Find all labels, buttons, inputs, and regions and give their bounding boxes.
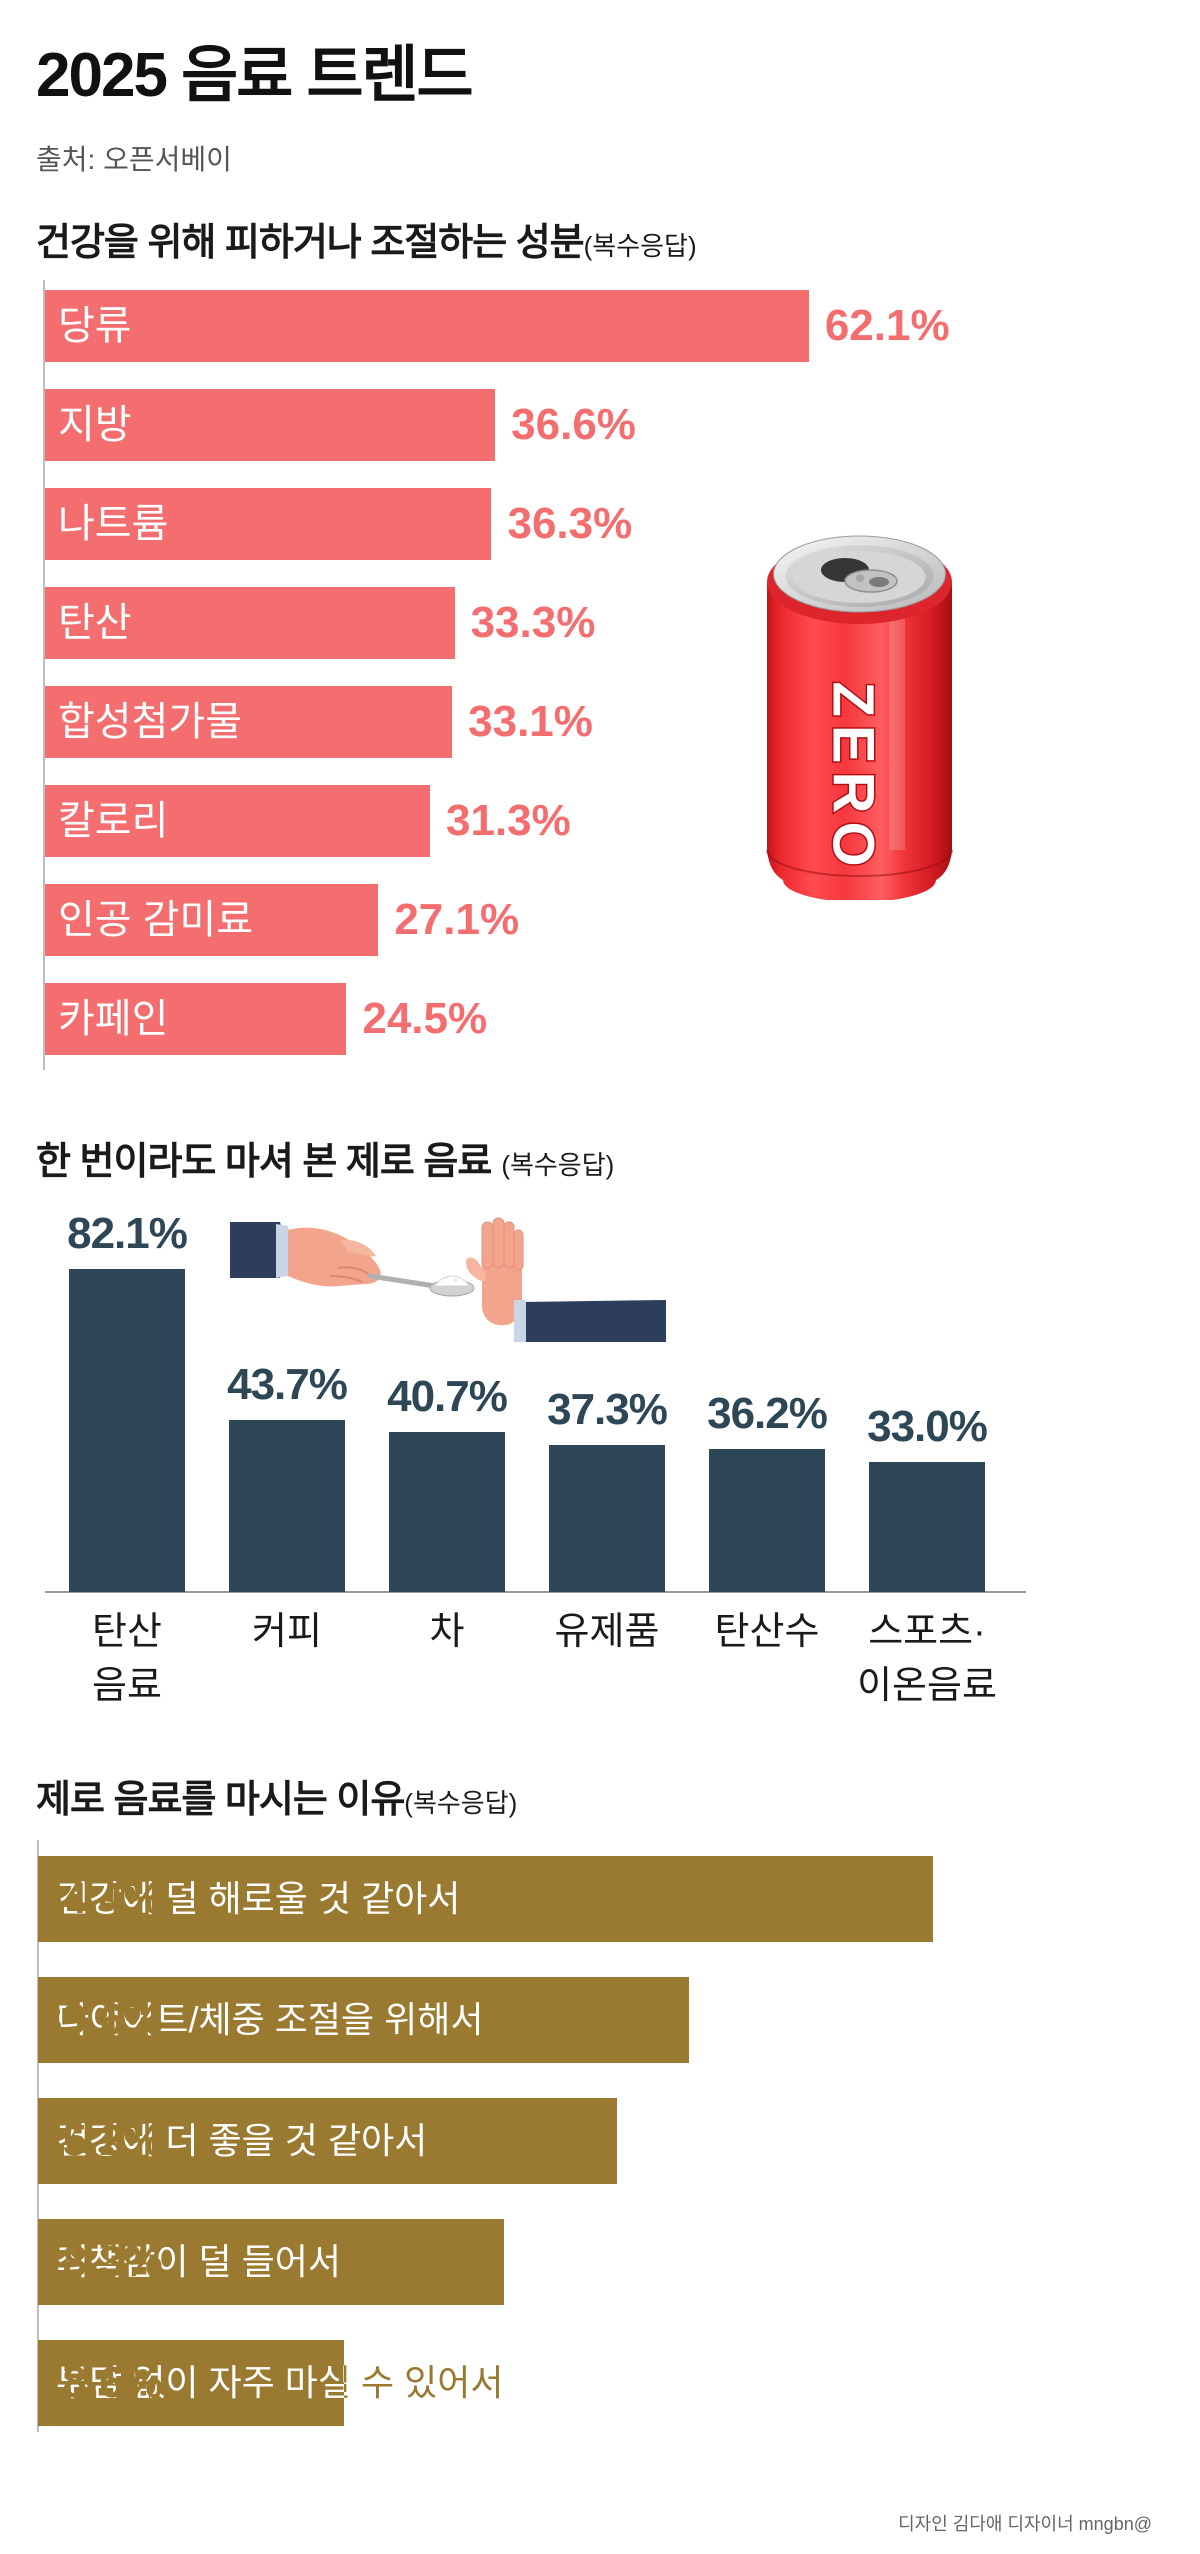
avoided-ingredient-label: 인공 감미료 [58, 898, 254, 942]
section-title-text: 건강을 위해 피하거나 조절하는 성분 [36, 222, 585, 264]
reason-value: 39.6% [38, 1995, 163, 2044]
zero-drink-value: 36.2% [707, 1389, 828, 1439]
avoided-ingredient-label: 나트륨 [58, 502, 169, 546]
zero-drink-bar [229, 1419, 345, 1592]
avoided-ingredient-label: 합성첨가물 [58, 700, 242, 744]
right-arm-sleeve [514, 1300, 666, 1342]
avoided-ingredient-label: 당류 [58, 304, 132, 348]
avoided-ingredient-bar: 탄산 [45, 587, 455, 659]
reason-value: 28.3% [38, 2237, 163, 2286]
chart2-baseline [45, 1591, 1026, 1593]
reason-value: 18.6% [38, 2358, 163, 2407]
chart1-axis [43, 280, 45, 1070]
zero-label: ZERO [821, 681, 886, 874]
zero-drink-category-label: 탄산수 [714, 1611, 820, 1653]
avoided-ingredient-label: 지방 [58, 403, 132, 447]
zero-drink-category-label: 탄산 음료 [92, 1611, 162, 1707]
avoided-ingredient-value: 36.3% [507, 499, 633, 548]
zero-drink-value: 82.1% [67, 1208, 188, 1258]
avoided-ingredient-value: 24.5% [362, 994, 488, 1043]
avoided-ingredient-value: 36.6% [511, 400, 636, 449]
reason-bar: 죄책감이 덜 들어서 [38, 2219, 504, 2305]
avoided-ingredient-bar: 당류 [45, 290, 809, 362]
multiple-response-note: (복수응답) [404, 1788, 518, 1818]
left-arm-sleeve [230, 1222, 291, 1278]
page-title: 2025 음료 트렌드 [36, 41, 474, 110]
pull-tab-icon [821, 558, 898, 593]
zero-drink-bar [69, 1268, 185, 1592]
source-note: 출처: 오픈서베이 [36, 144, 232, 175]
reason-bar: 다이어트/체중 조절을 위해서 [38, 1977, 690, 2063]
section-title-text: 제로 음료를 마시는 이유 [36, 1779, 405, 1821]
reason-bar: 건강에 덜 해로울 것 같아서 [38, 1856, 933, 1942]
zero-drink-bar [389, 1431, 505, 1592]
refusing-sugar-spoon-hands-icon [230, 1217, 666, 1342]
stop-hand [466, 1217, 524, 1326]
section-title-zero-drinks-tried: 한 번이라도 마셔 본 제로 음료 (복수응답) [36, 1140, 614, 1187]
zero-drink-category-label: 스포츠· 이온음료 [857, 1611, 997, 1707]
zero-drink-category-label: 유제품 [554, 1611, 660, 1653]
avoided-ingredient-bar: 합성첨가물 [45, 686, 453, 758]
reason-label-on-bar: 다이어트/체중 조절을 위해서 [56, 1999, 484, 2040]
avoided-ingredient-value: 62.1% [824, 301, 950, 350]
avoided-ingredient-bar: 카페인 [45, 983, 347, 1055]
reason-bar: 건강에 더 좋을 것 같아서 [38, 2098, 618, 2184]
zero-drink-value: 37.3% [547, 1385, 668, 1435]
avoided-ingredient-value: 33.1% [468, 697, 593, 746]
avoided-ingredient-value: 27.1% [394, 895, 520, 944]
avoided-ingredient-label: 칼로리 [58, 799, 169, 843]
zero-drink-value: 33.0% [867, 1401, 988, 1451]
avoided-ingredient-bar: 나트륨 [45, 488, 492, 560]
zero-drink-value: 40.7% [387, 1371, 508, 1421]
zero-drink-bar [709, 1449, 825, 1592]
reason-bar: 부담 없이 자주 마실 수 있어서 [38, 2340, 344, 2426]
reason-label-on-bar: 건강에 더 좋을 것 같아서 [56, 2120, 428, 2161]
reason-label-on-bar: 부담 없이 자주 마실 수 있어서 [56, 2362, 344, 2403]
avoided-ingredient-label: 카페인 [58, 997, 169, 1041]
avoided-ingredient-bar: 지방 [45, 389, 496, 461]
zero-drink-bar [549, 1445, 665, 1592]
zero-soda-can-icon: ZERO [766, 535, 953, 900]
avoided-ingredient-value: 31.3% [445, 796, 571, 845]
zero-drink-category-label: 차 [429, 1611, 465, 1653]
section-title-reasons: 제로 음료를 마시는 이유(복수응답) [36, 1778, 517, 1825]
reason-value: 54.4% [38, 1874, 163, 1923]
sugar-pile-icon [432, 1275, 472, 1287]
zero-drink-value: 43.7% [227, 1359, 348, 1409]
avoided-ingredient-bar: 칼로리 [45, 785, 430, 857]
zero-drink-category-label: 커피 [252, 1611, 322, 1653]
multiple-response-note: (복수응답) [501, 1150, 615, 1180]
designer-credit: 디자인 김다애 디자이너 mngbn@ [898, 2514, 1152, 2534]
avoided-ingredient-value: 33.3% [470, 598, 596, 647]
soda-can-body [766, 582, 953, 900]
reason-label-on-bar: 죄책감이 덜 들어서 [56, 2241, 341, 2282]
avoided-ingredient-bar: 인공 감미료 [45, 884, 379, 956]
avoided-ingredient-label: 탄산 [58, 601, 132, 645]
section-title-avoided-ingredients: 건강을 위해 피하거나 조절하는 성분(복수응답) [36, 221, 697, 268]
reason-label-on-bar: 건강에 덜 해로울 것 같아서 [56, 1878, 461, 1919]
multiple-response-note: (복수응답) [583, 231, 697, 261]
hand-holding-spoon [288, 1227, 381, 1287]
reason-value: 35.2% [38, 2116, 163, 2165]
section-title-text: 한 번이라도 마셔 본 제로 음료 [36, 1141, 492, 1183]
zero-drink-bar [869, 1461, 985, 1592]
